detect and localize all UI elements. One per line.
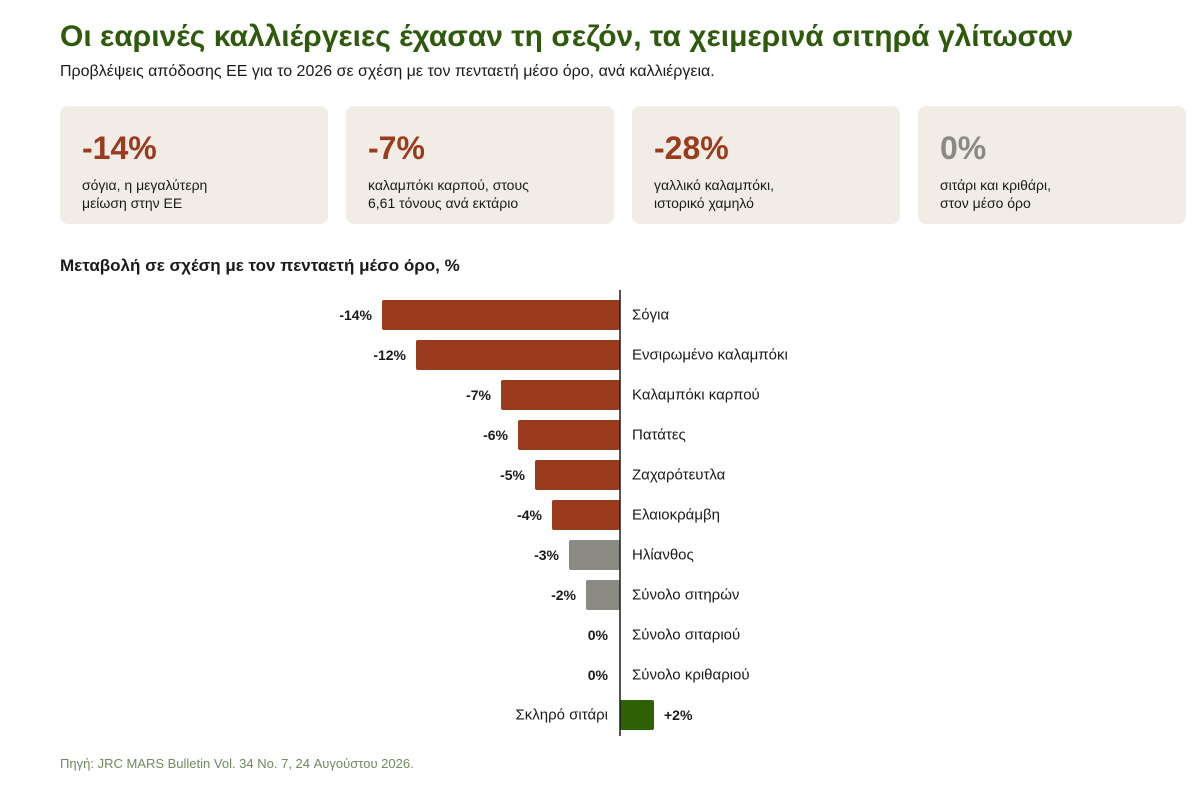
bar-category-label: Ηλίανθος	[632, 547, 694, 564]
bar-value-label: 0%	[588, 627, 609, 643]
bar-category-label: Σύνολο σιταριού	[632, 627, 740, 644]
kpi-description-line: στον μέσο όρο	[940, 195, 1031, 211]
bar-category-label: Σύνολο σιτηρών	[632, 587, 739, 604]
kpi-description: καλαμπόκι καρπού, στους 6,61 τόνους ανά …	[368, 176, 592, 212]
bar-value-label: -12%	[373, 347, 406, 363]
bar-value-label: -5%	[500, 467, 525, 483]
kpi-card-grain-maize: -7% καλαμπόκι καρπού, στους 6,61 τόνους …	[346, 106, 614, 224]
chart-bar	[620, 700, 654, 730]
bar-value-label: -7%	[466, 387, 491, 403]
bar-value-label: -6%	[483, 427, 508, 443]
source-note: Πηγή: JRC MARS Bulletin Vol. 34 No. 7, 2…	[60, 756, 414, 771]
bar-value-label: 0%	[588, 667, 609, 683]
kpi-description-line: 6,61 τόνους ανά εκτάριο	[368, 195, 519, 211]
kpi-value: -7%	[368, 130, 425, 166]
kpi-description-line: ιστορικό χαμηλό	[654, 195, 754, 211]
bar-value-label: -4%	[517, 507, 542, 523]
bar-category-label: Ελαιοκράμβη	[632, 507, 720, 524]
kpi-description: σόγια, η μεγαλύτερη μείωση στην ΕΕ	[82, 176, 306, 212]
kpi-description-line: γαλλικό καλαμπόκι,	[654, 177, 775, 193]
chart-bar	[569, 540, 620, 570]
bar-category-label: Σόγια	[632, 307, 669, 324]
bar-category-label: Καλαμπόκι καρπού	[632, 387, 760, 404]
bar-category-label: Σύνολο κριθαριού	[632, 667, 750, 684]
kpi-description-line: σιτάρι και κριθάρι,	[940, 177, 1051, 193]
bar-value-label: +2%	[664, 707, 693, 723]
chart-bar	[382, 300, 620, 330]
bar-category-label: Πατάτες	[632, 427, 686, 444]
kpi-description: σιτάρι και κριθάρι, στον μέσο όρο	[940, 176, 1164, 212]
kpi-value: 0%	[940, 130, 987, 166]
kpi-value: -28%	[654, 130, 729, 166]
bar-value-label: -14%	[339, 307, 372, 323]
chart-bar	[586, 580, 620, 610]
kpi-description: γαλλικό καλαμπόκι, ιστορικό χαμηλό	[654, 176, 878, 212]
kpi-description-line: σόγια, η μεγαλύτερη	[82, 177, 208, 193]
bar-category-label: Σκληρό σιτάρι	[516, 707, 609, 724]
kpi-description-line: μείωση στην ΕΕ	[82, 195, 183, 211]
kpi-cards: -14% σόγια, η μεγαλύτερη μείωση στην ΕΕ …	[60, 106, 1186, 224]
kpi-card-french-maize: -28% γαλλικό καλαμπόκι, ιστορικό χαμηλό	[632, 106, 900, 224]
bar-value-label: -2%	[551, 587, 576, 603]
bar-category-label: Ενσιρωμένο καλαμπόκι	[632, 347, 788, 364]
chart-bar	[552, 500, 620, 530]
page-title: Οι εαρινές καλλιέργειες έχασαν τη σεζόν,…	[60, 20, 1074, 53]
bar-category-label: Ζαχαρότευτλα	[632, 467, 726, 484]
kpi-description-line: καλαμπόκι καρπού, στους	[368, 177, 529, 193]
chart-title: Μεταβολή σε σχέση με τον πενταετή μέσο ό…	[60, 256, 460, 275]
chart-bar	[501, 380, 620, 410]
kpi-card-soy: -14% σόγια, η μεγαλύτερη μείωση στην ΕΕ	[60, 106, 328, 224]
kpi-card-wheat-barley: 0% σιτάρι και κριθάρι, στον μέσο όρο	[918, 106, 1186, 224]
bar-value-label: -3%	[534, 547, 559, 563]
kpi-value: -14%	[82, 130, 157, 166]
chart-bar	[535, 460, 620, 490]
chart-bar	[416, 340, 620, 370]
chart-bar	[518, 420, 620, 450]
page-subtitle: Προβλέψεις απόδοσης ΕΕ για το 2026 σε σχ…	[60, 63, 715, 80]
